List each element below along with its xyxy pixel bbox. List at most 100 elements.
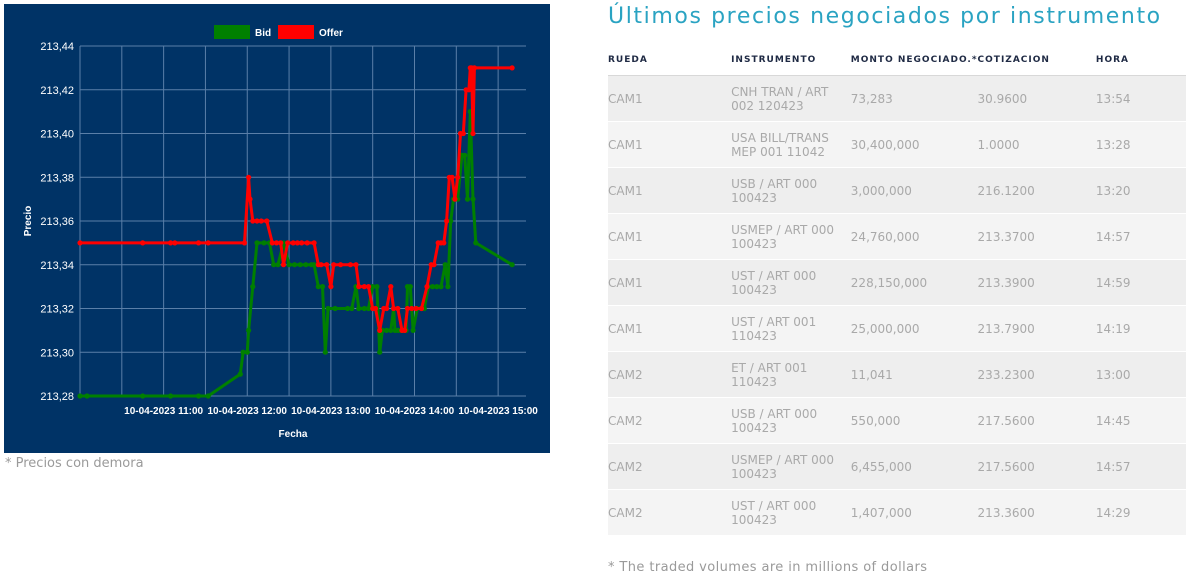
bid-point	[237, 371, 243, 377]
offer-point	[424, 284, 430, 290]
instrument-name: UST / ART 000 100423	[731, 268, 817, 297]
volume-units-note: * The traded volumes are in millions of …	[608, 560, 928, 575]
offer-point	[353, 262, 359, 268]
bid-point	[244, 349, 250, 355]
bid-point	[356, 305, 362, 312]
offer-point	[311, 240, 317, 246]
legend-swatch-offer	[278, 25, 314, 39]
cell-monto: 11,041	[850, 351, 978, 398]
table-row: CAM2 USB / ART 000 100423 550,000 217.5600 1…	[608, 397, 1186, 444]
column-header-hora: HORA	[1095, 45, 1186, 76]
price-chart-panel: 213,28 213,30 213,32 213,34 213,36 213,38 213,…	[4, 4, 550, 453]
offer-point	[278, 240, 284, 246]
y-tick-label: 213,32	[40, 304, 74, 316]
cell-hora: 14:19	[1095, 305, 1186, 352]
offer-point	[470, 130, 476, 137]
offer-point	[250, 218, 256, 224]
cell-rueda: CAM2	[608, 489, 732, 536]
offer-point	[285, 240, 291, 246]
offer-point	[168, 240, 174, 246]
cell-hora: 13:00	[1095, 351, 1186, 398]
offer-point	[409, 305, 415, 312]
legend-label-offer: Offer	[319, 28, 343, 39]
bid-point	[365, 305, 372, 312]
offer-point	[324, 262, 330, 268]
bid-point	[325, 305, 331, 312]
x-tick-label: 10-04-2023 12:00	[207, 406, 287, 417]
instrument-name: USB / ART 000 100423	[731, 406, 818, 435]
offer-point	[294, 240, 300, 246]
offer-point	[338, 262, 344, 268]
offer-point	[77, 240, 83, 246]
bid-point	[430, 284, 436, 290]
column-header-cotizacion: COTIZACION	[977, 45, 1096, 76]
offer-point	[331, 262, 337, 268]
trades-table: RUEDA INSTRUMENTO MONTO NEGOCIADO.* COTI…	[608, 45, 1186, 536]
offer-point	[395, 305, 401, 312]
offer-point	[269, 240, 275, 246]
offer-point	[347, 262, 353, 268]
bid-point	[292, 262, 298, 268]
offer-point	[264, 218, 270, 224]
offer-point	[449, 174, 455, 180]
cell-instrumento: UST / ART 001 110423	[731, 305, 851, 352]
bid-point	[407, 284, 413, 290]
cell-rueda: CAM2	[608, 443, 732, 490]
bid-point	[168, 393, 174, 399]
offer-point	[460, 130, 466, 137]
bid-point	[286, 262, 292, 268]
cell-instrumento: ET / ART 001 110423	[731, 351, 851, 398]
bid-point	[370, 284, 376, 290]
x-tick-label: 10-04-2023 14:00	[375, 406, 455, 417]
bid-point	[377, 349, 383, 355]
table-row: CAM1 USB / ART 000 100423 3,000,000 216.120…	[608, 167, 1186, 214]
bid-point	[473, 240, 479, 246]
table-row: CAM1 UST / ART 000 100423 228,150,000 213.3…	[608, 259, 1186, 306]
y-tick-label: 213,36	[40, 216, 74, 228]
cell-monto: 24,760,000	[850, 213, 978, 260]
bid-point	[509, 262, 515, 268]
cell-cotizacion: 30.9600	[977, 75, 1096, 122]
column-header-rueda: RUEDA	[608, 45, 732, 76]
cell-hora: 13:28	[1095, 121, 1186, 168]
bid-point	[434, 284, 440, 290]
bid-point	[332, 305, 338, 312]
cell-hora: 13:54	[1095, 75, 1186, 122]
cell-hora: 14:59	[1095, 259, 1186, 306]
bid-point	[442, 262, 448, 268]
cell-monto: 73,283	[850, 75, 978, 122]
bid-point	[448, 218, 454, 224]
offer-point	[509, 65, 515, 71]
y-tick-label: 213,38	[40, 172, 74, 184]
offer-point	[431, 262, 437, 268]
bid-point	[464, 196, 471, 202]
column-header-instrumento: INSTRUMENTO	[731, 45, 851, 76]
cell-monto: 1,407,000	[850, 489, 978, 536]
table-row: CAM1 UST / ART 001 110423 25,000,000 213.79…	[608, 305, 1186, 352]
cell-hora: 13:20	[1095, 167, 1186, 214]
cell-instrumento: USMEP / ART 000 100423	[731, 443, 851, 490]
cell-cotizacion: 213.3700	[977, 213, 1096, 260]
offer-point	[365, 284, 372, 290]
table-row: CAM1 USMEP / ART 000 100423 24,760,000 213.…	[608, 213, 1186, 260]
cell-instrumento: UST / ART 000 100423	[731, 259, 851, 306]
cell-instrumento: USB / ART 000 100423	[731, 397, 851, 444]
table-row: CAM1 CNH TRAN / ART 002 120423 73,283 30.96…	[608, 75, 1186, 122]
offer-point	[241, 240, 248, 246]
offer-point	[455, 174, 461, 180]
cell-cotizacion: 216.1200	[977, 167, 1096, 214]
offer-point	[444, 218, 450, 224]
y-axis-title: Precio	[23, 206, 34, 237]
instrument-name: ET / ART 001 110423	[731, 360, 808, 389]
cell-cotizacion: 213.3600	[977, 489, 1096, 536]
cell-rueda: CAM2	[608, 397, 732, 444]
bid-point	[322, 349, 328, 355]
bid-point	[388, 327, 394, 333]
bid-point	[311, 262, 317, 268]
offer-point	[273, 240, 280, 246]
bid-point	[349, 305, 355, 312]
offer-point	[377, 327, 383, 333]
cell-cotizacion: 233.2300	[977, 351, 1096, 398]
bid-point	[195, 393, 202, 399]
bid-point	[250, 284, 256, 290]
